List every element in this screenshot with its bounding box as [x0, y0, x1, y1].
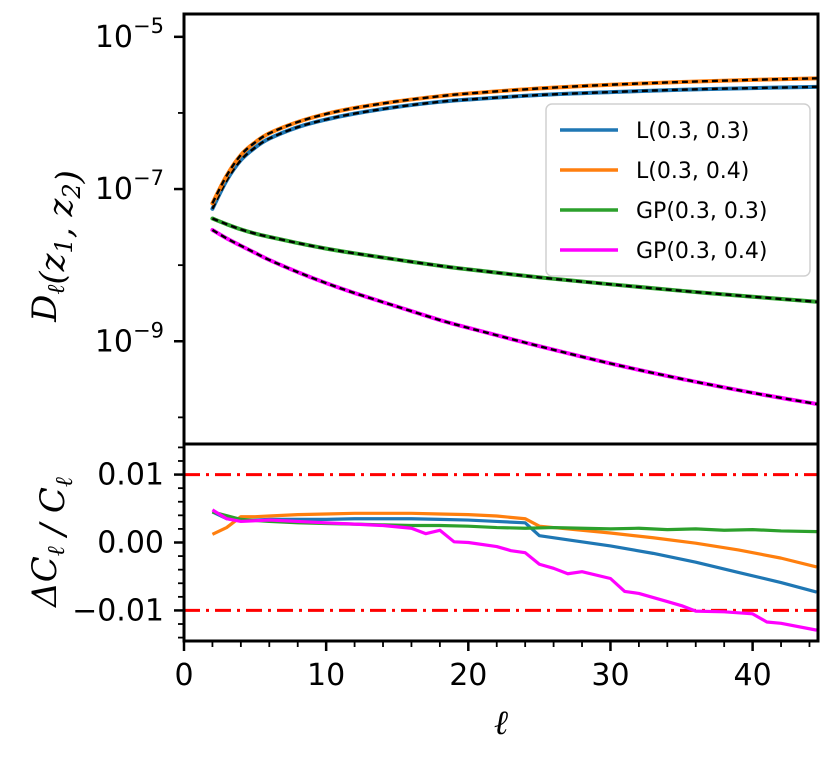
- legend-label: L(0.3, 0.3): [636, 119, 749, 144]
- bottom-y-tick-label: 0.00: [97, 526, 164, 561]
- x-axis-label: ℓ: [494, 703, 508, 743]
- top-y-tick-label: 10−7: [95, 166, 164, 207]
- legend-label: GP(0.3, 0.3): [636, 199, 767, 224]
- x-tick-label: 0: [174, 658, 193, 693]
- bottom-series-line-4: [211, 508, 817, 632]
- top-y-axis-title: Dℓ(z1, z2): [25, 170, 89, 323]
- legend: L(0.3, 0.3) L(0.3, 0.4) GP(0.3, 0.3) GP(0.3…: [545, 103, 811, 277]
- x-tick-label: 40: [734, 658, 772, 693]
- bottom-y-axis-label: ΔCℓ / Cℓ: [25, 477, 78, 609]
- top-reference-dashed-line-1: [211, 85, 817, 210]
- x-tick-label: 10: [307, 658, 345, 693]
- top-y-tick-label: 10−5: [95, 14, 164, 55]
- top-reference-dashed-line-2: [211, 77, 817, 204]
- x-tick-label: 20: [449, 658, 487, 693]
- bottom-y-tick-label: 0.01: [97, 458, 164, 493]
- top-reference-dashed-line-4: [211, 228, 817, 406]
- bottom-y-tick-label: −0.01: [72, 593, 164, 628]
- top-y-axis-label: Dℓ(z1, z2): [25, 170, 89, 323]
- bottom-y-axis-title: ΔCℓ / Cℓ: [25, 477, 78, 609]
- legend-box: [545, 103, 811, 277]
- legend-label: GP(0.3, 0.4): [636, 239, 767, 264]
- top-reference-dashed-line-3: [211, 217, 817, 303]
- top-y-tick-label: 10−9: [95, 318, 164, 359]
- legend-label: L(0.3, 0.4): [636, 159, 749, 184]
- x-tick-label: 30: [591, 658, 629, 693]
- bottom-panel-frame: [182, 442, 820, 643]
- bottom-series-line-2: [211, 511, 817, 569]
